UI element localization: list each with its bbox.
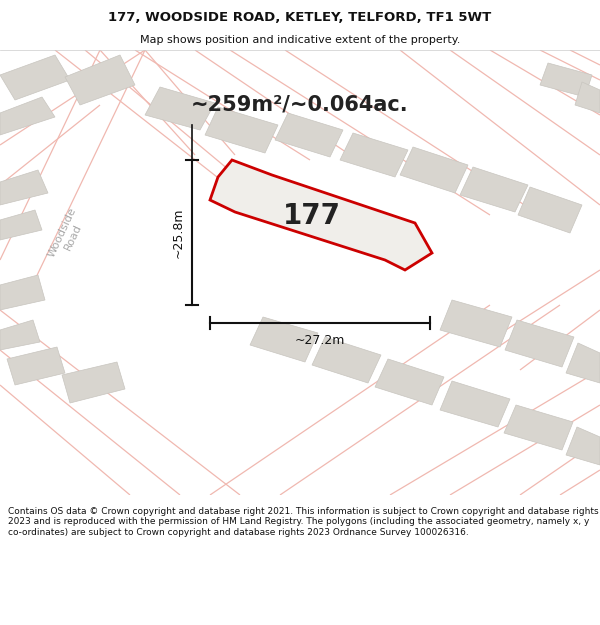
Polygon shape bbox=[210, 160, 432, 270]
Polygon shape bbox=[62, 362, 125, 403]
Polygon shape bbox=[0, 210, 42, 240]
Polygon shape bbox=[340, 133, 408, 177]
Text: ~27.2m: ~27.2m bbox=[295, 334, 345, 348]
Polygon shape bbox=[0, 320, 40, 350]
Text: Contains OS data © Crown copyright and database right 2021. This information is : Contains OS data © Crown copyright and d… bbox=[8, 507, 599, 537]
Polygon shape bbox=[504, 405, 573, 450]
Polygon shape bbox=[575, 82, 600, 113]
Polygon shape bbox=[145, 87, 215, 130]
Polygon shape bbox=[205, 107, 278, 153]
Text: Map shows position and indicative extent of the property.: Map shows position and indicative extent… bbox=[140, 35, 460, 45]
Polygon shape bbox=[505, 320, 574, 367]
Polygon shape bbox=[65, 55, 135, 105]
Polygon shape bbox=[312, 337, 381, 383]
Polygon shape bbox=[440, 381, 510, 427]
Text: Woodside
Road: Woodside Road bbox=[47, 206, 89, 264]
Polygon shape bbox=[0, 275, 45, 310]
Polygon shape bbox=[540, 63, 592, 97]
Polygon shape bbox=[566, 427, 600, 465]
Polygon shape bbox=[0, 97, 55, 135]
Polygon shape bbox=[7, 347, 65, 385]
Polygon shape bbox=[250, 317, 318, 362]
Polygon shape bbox=[375, 359, 444, 405]
Text: 177: 177 bbox=[283, 202, 341, 230]
Polygon shape bbox=[566, 343, 600, 383]
Text: ~259m²/~0.064ac.: ~259m²/~0.064ac. bbox=[191, 95, 409, 115]
Polygon shape bbox=[400, 147, 468, 193]
Polygon shape bbox=[440, 300, 512, 347]
Polygon shape bbox=[0, 55, 70, 100]
Polygon shape bbox=[518, 187, 582, 233]
Polygon shape bbox=[460, 167, 528, 212]
Text: ~25.8m: ~25.8m bbox=[172, 208, 185, 258]
Polygon shape bbox=[0, 170, 48, 205]
Text: 177, WOODSIDE ROAD, KETLEY, TELFORD, TF1 5WT: 177, WOODSIDE ROAD, KETLEY, TELFORD, TF1… bbox=[109, 11, 491, 24]
Polygon shape bbox=[275, 113, 343, 157]
